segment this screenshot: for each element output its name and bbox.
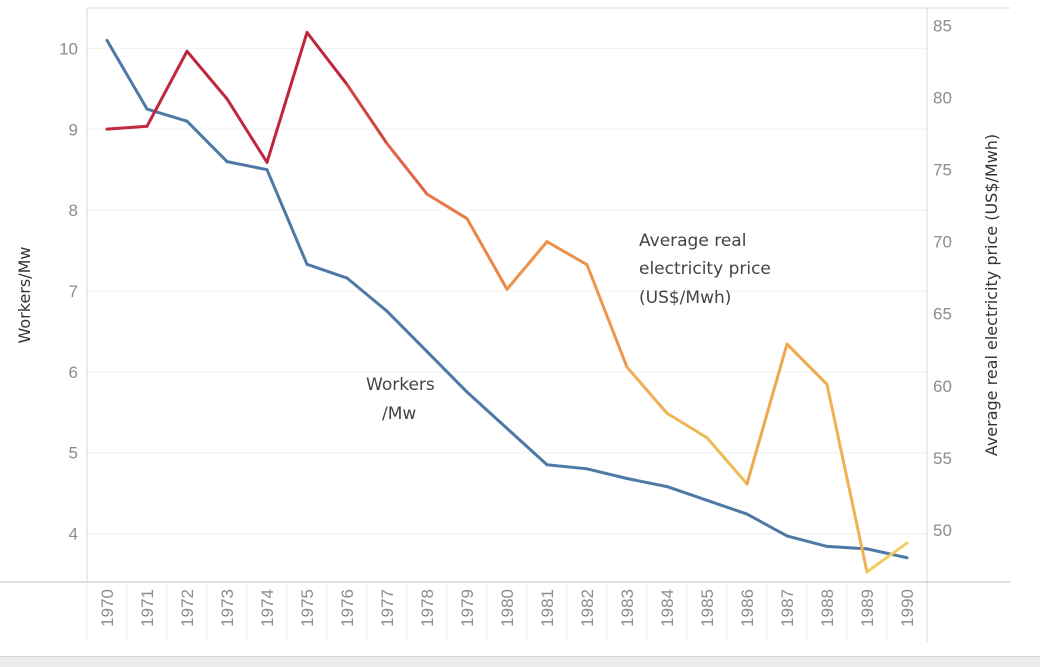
workers-line-segment <box>865 547 909 560</box>
x-tick-label: 1981 <box>538 589 557 627</box>
workers-line-segment <box>585 467 629 481</box>
price-annotation-line1: Average real <box>639 231 746 251</box>
price-line-segment <box>705 436 749 486</box>
x-tick-label: 1975 <box>298 589 317 627</box>
x-tick-label: 1985 <box>698 589 717 627</box>
series-electricity-price <box>105 31 909 574</box>
x-tick-label: 1974 <box>258 589 277 627</box>
left-tick-label: 8 <box>69 201 78 220</box>
workers-line-segment <box>705 498 749 516</box>
left-y-axis-ticks: 4 5 6 7 8 9 10 <box>59 39 78 543</box>
price-line-segment <box>345 82 389 146</box>
series-workers-per-mw <box>105 38 909 560</box>
x-tick-label: 1987 <box>778 589 797 627</box>
price-line-segment <box>185 49 229 101</box>
left-tick-label: 7 <box>69 282 78 301</box>
x-tick-label: 1990 <box>898 589 917 627</box>
price-line-segment <box>385 142 429 196</box>
price-line-segment <box>225 97 269 164</box>
price-line-segment <box>665 411 709 440</box>
workers-annotation-line2: /Mw <box>382 404 416 424</box>
workers-line-segment <box>545 463 589 471</box>
gridlines <box>87 47 927 534</box>
x-tick-label: 1971 <box>138 589 157 627</box>
price-line-segment <box>305 31 349 86</box>
price-line-segment <box>545 240 589 267</box>
x-tick-label: 1989 <box>858 589 877 627</box>
price-line-segment <box>745 342 789 486</box>
workers-line-segment <box>665 485 709 502</box>
x-tick-label: 1984 <box>658 589 677 627</box>
right-tick-label: 65 <box>933 305 952 324</box>
x-tick-label: 1979 <box>458 589 477 627</box>
workers-line-segment <box>465 390 509 430</box>
workers-line-segment <box>105 38 149 111</box>
x-tick-label: 1972 <box>178 589 197 627</box>
x-tick-label: 1980 <box>498 589 517 627</box>
right-tick-label: 60 <box>933 377 952 396</box>
workers-annotation-line1: Workers <box>366 375 435 395</box>
left-tick-label: 5 <box>69 444 78 463</box>
price-line-segment <box>585 263 629 369</box>
x-axis-ticks: 1970 1971 1972 1973 1974 1975 1976 1977 1978 1979… <box>86 582 917 642</box>
x-tick-label: 1976 <box>338 589 357 627</box>
right-tick-label: 85 <box>933 16 952 35</box>
price-annotation-line2: electricity price <box>639 259 771 279</box>
x-tick-label: 1973 <box>218 589 237 627</box>
x-tick-label: 1978 <box>418 589 437 627</box>
price-line-segment <box>425 192 469 221</box>
left-axis-title: Workers/Mw <box>15 247 34 344</box>
workers-line-segment <box>505 426 549 467</box>
left-tick-label: 10 <box>59 39 78 58</box>
workers-line-segment <box>625 477 669 489</box>
workers-line-segment <box>305 262 349 280</box>
right-axis-title: Average real electricity price (US$/Mwh) <box>982 134 1001 456</box>
left-tick-label: 6 <box>69 363 78 382</box>
price-line-segment <box>505 240 549 291</box>
workers-line-segment <box>385 309 429 354</box>
workers-line-segment <box>265 168 309 266</box>
price-line-segment <box>145 49 189 128</box>
right-tick-label: 75 <box>933 161 952 180</box>
price-line-segment <box>785 342 829 386</box>
workers-line-segment <box>745 512 789 538</box>
workers-line-segment <box>345 276 389 313</box>
workers-line-segment <box>425 350 469 394</box>
right-tick-label: 80 <box>933 88 952 107</box>
price-line-segment <box>825 382 869 574</box>
x-tick-label: 1988 <box>818 589 837 627</box>
price-line-segment <box>465 217 509 291</box>
chart-frame <box>0 7 1010 642</box>
x-tick-label: 1982 <box>578 589 597 627</box>
right-y-axis-ticks: 50 55 60 65 70 75 80 85 <box>933 16 952 540</box>
x-tick-label: 1977 <box>378 589 397 627</box>
price-line-segment <box>865 541 909 574</box>
left-tick-label: 4 <box>69 524 78 543</box>
price-line-segment <box>625 365 669 415</box>
right-tick-label: 50 <box>933 521 952 540</box>
bottom-scrollbar-area <box>0 656 1040 667</box>
price-line-segment <box>105 124 149 131</box>
price-annotation-line3: (US$/Mwh) <box>639 288 731 308</box>
right-tick-label: 70 <box>933 233 952 252</box>
workers-line-segment <box>785 534 829 548</box>
x-tick-label: 1983 <box>618 589 637 627</box>
left-tick-label: 9 <box>69 120 78 139</box>
price-line-segment <box>265 31 309 164</box>
x-tick-label: 1986 <box>738 589 757 627</box>
x-tick-label: 1970 <box>98 589 117 627</box>
workers-line-segment <box>225 160 269 172</box>
workers-line-segment <box>185 119 229 164</box>
right-tick-label: 55 <box>933 449 952 468</box>
workers-line-segment <box>825 544 869 551</box>
